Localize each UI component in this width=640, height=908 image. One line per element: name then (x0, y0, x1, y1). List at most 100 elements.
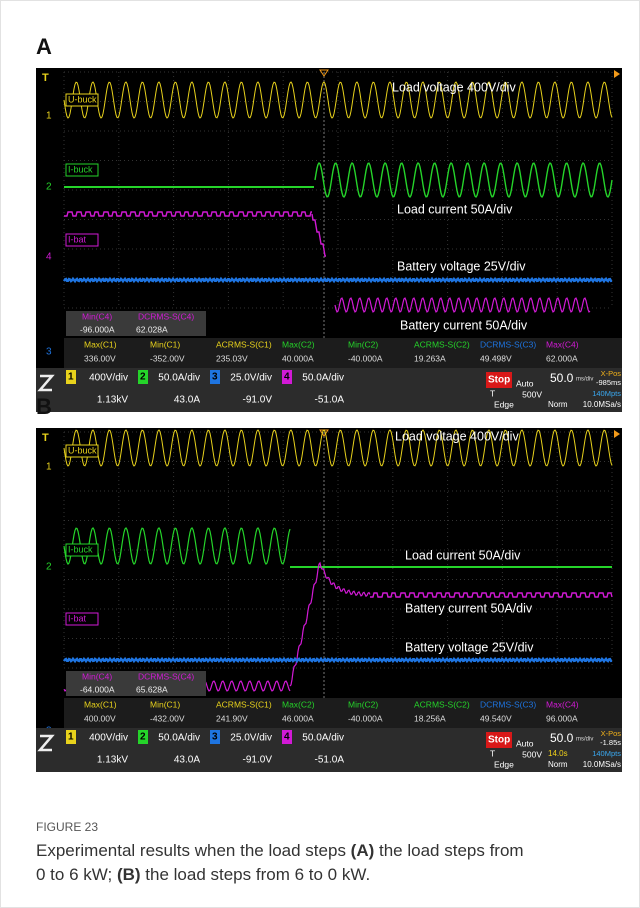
measure-name: Max(C4) (546, 339, 579, 349)
memory: 140Mpts (592, 749, 621, 758)
measure-name: Min(C1) (150, 339, 180, 349)
channel-offset: 1.13kV (97, 755, 128, 766)
trigger-state: Stop (488, 375, 510, 386)
channel-offset: -51.0A (315, 395, 345, 406)
time-unit: ms/div (576, 737, 593, 743)
trigger-level: 500V (522, 389, 542, 399)
measure-name: ACRMS-S(C1) (216, 339, 272, 349)
xpos-label: X-Pos (601, 729, 622, 738)
time-unit: ms/div (576, 377, 593, 383)
trigger-source: T (490, 748, 495, 758)
measure-name: Max(C2) (282, 339, 315, 349)
measure-value: 40.000A (282, 353, 314, 363)
annotation: Load current 50A/div (405, 548, 521, 562)
measure-value: -40.000A (348, 353, 383, 363)
trigger-mode: Auto (516, 378, 534, 388)
annotation: Battery voltage 25V/div (397, 259, 526, 273)
xpos-label: X-Pos (601, 369, 622, 378)
caption-text: the load steps from 6 to 0 kW. (141, 865, 371, 884)
channel-number: 2 (140, 732, 146, 743)
waveform (64, 279, 612, 281)
measure-name: ACRMS-S(C1) (216, 699, 272, 709)
channel-marker: 3 (46, 347, 52, 358)
measure-value: -40.000A (348, 713, 383, 723)
trigger-level: 500V (522, 749, 542, 759)
channel-scale: 25.0V/div (230, 373, 272, 384)
channel-offset: 1.13kV (97, 395, 128, 406)
channel-tag: I-bat (68, 234, 87, 244)
measure-value: 400.00V (84, 713, 116, 723)
measure-value: 46.000A (282, 713, 314, 723)
measure-name: Max(C1) (84, 699, 117, 709)
channel-scale: 50.0A/div (158, 733, 200, 744)
annotation: Load voltage 400V/div (392, 80, 516, 94)
channel-tag: U-buck (68, 445, 97, 455)
channel-number: 1 (68, 372, 74, 383)
measure-bar (64, 338, 622, 368)
measure-name: DCRMS-S(C4) (138, 671, 194, 681)
channel-tag: U-buck (68, 94, 97, 104)
measure-value: 336.00V (84, 353, 116, 363)
caption-text: (B) (117, 865, 141, 884)
channel-offset: -91.0V (243, 395, 273, 406)
caption-text: Experimental results when the load steps (36, 841, 351, 860)
measure-value: 96.000A (546, 713, 578, 723)
measure-value: -64.000A (80, 684, 115, 694)
measure-value: 18.256A (414, 713, 446, 723)
measure-value: -352.00V (150, 353, 185, 363)
channel-scale: 50.0A/div (302, 733, 344, 744)
top-marker: T (42, 432, 49, 444)
measure-name: Min(C4) (82, 311, 112, 321)
caption-label: FIGURE 23 (36, 820, 98, 834)
annotation: Battery current 50A/div (405, 601, 533, 615)
trigger-type: Edge (494, 399, 514, 409)
annotation: Load current 50A/div (397, 202, 513, 216)
measure-value: 49.498V (480, 353, 512, 363)
measure-name: Min(C2) (348, 339, 378, 349)
channel-number: 2 (140, 372, 146, 383)
channel-scale: 50.0A/div (302, 373, 344, 384)
memory: 140Mpts (592, 389, 621, 398)
measure-name: Max(C4) (546, 699, 579, 709)
trigger-type: Edge (494, 759, 514, 769)
timebase: 50.0 (550, 371, 574, 385)
channel-marker: 1 (46, 462, 52, 473)
channel-number: 3 (212, 732, 218, 743)
measure-value: 19.263A (414, 353, 446, 363)
measure-name: Min(C4) (82, 671, 112, 681)
page: {"panels": [ {"label": "A", "top_marker"… (0, 0, 640, 908)
measure-value: -432.00V (150, 713, 185, 723)
figure: ATU-buckI-buckI-bat1243Load voltage 400V… (0, 0, 640, 908)
channel-number: 4 (284, 732, 290, 743)
measure-name: Max(C1) (84, 339, 117, 349)
channel-number: 4 (284, 372, 290, 383)
xpos: -1.85s (600, 738, 621, 747)
sample-rate: 10.0MSa/s (583, 760, 621, 769)
top-marker: T (42, 72, 49, 84)
timebase: 50.0 (550, 731, 574, 745)
xpos: -985ms (596, 378, 621, 387)
measure-name: Max(C2) (282, 699, 315, 709)
caption-line: 0 to 6 kW; (B) the load steps from 6 to … (36, 865, 370, 884)
measure-value: 65.628A (136, 684, 168, 694)
trigger-mode: Auto (516, 738, 534, 748)
measure-name: ACRMS-S(C2) (414, 339, 470, 349)
channel-scale: 400V/div (89, 373, 128, 384)
measure-value: 62.028A (136, 324, 168, 334)
panel-label: A (36, 34, 52, 59)
trigger-source: T (490, 388, 495, 398)
waveform (64, 659, 612, 661)
measure-value: 62.000A (546, 353, 578, 363)
measure-name: DCRMS-S(C3) (480, 339, 536, 349)
measure-value: 49.540V (480, 713, 512, 723)
channel-offset: -91.0V (243, 755, 273, 766)
channel-offset: 43.0A (174, 755, 200, 766)
caption-text: the load steps from (374, 841, 523, 860)
measure-name: DCRMS-S(C4) (138, 311, 194, 321)
channel-number: 1 (68, 732, 74, 743)
sample-rate: 10.0MSa/s (583, 400, 621, 409)
caption-line: Experimental results when the load steps… (36, 841, 524, 860)
measure-value: 241.90V (216, 713, 248, 723)
channel-number: 3 (212, 372, 218, 383)
acquire-mode: Norm (548, 400, 568, 409)
